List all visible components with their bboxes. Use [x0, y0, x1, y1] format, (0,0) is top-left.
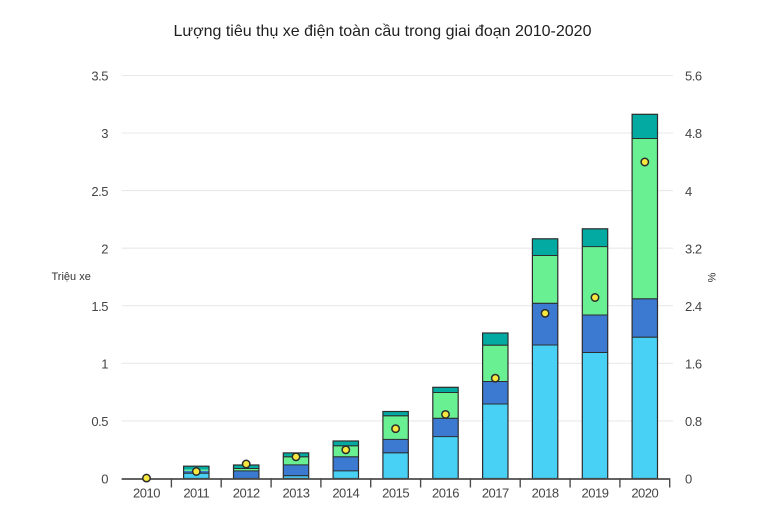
svg-text:2: 2: [101, 241, 108, 256]
svg-text:0.5: 0.5: [91, 414, 108, 429]
svg-text:2018: 2018: [532, 486, 559, 501]
svg-text:2015: 2015: [382, 486, 409, 501]
svg-text:5.6: 5.6: [685, 69, 702, 84]
svg-text:%: %: [707, 272, 719, 282]
svg-text:2013: 2013: [283, 486, 310, 501]
svg-text:0: 0: [101, 472, 108, 487]
svg-text:2020: 2020: [631, 486, 658, 501]
svg-text:1.5: 1.5: [91, 299, 108, 314]
svg-text:3: 3: [101, 126, 108, 141]
svg-text:3.5: 3.5: [91, 69, 108, 84]
svg-text:4: 4: [685, 184, 692, 199]
svg-text:1.6: 1.6: [685, 357, 702, 372]
svg-text:2010: 2010: [133, 486, 160, 501]
svg-text:2016: 2016: [432, 486, 459, 501]
svg-text:3.2: 3.2: [685, 241, 702, 256]
svg-text:2.5: 2.5: [91, 184, 108, 199]
svg-text:Lượng tiêu thụ xe điện toàn cầ: Lượng tiêu thụ xe điện toàn cầu trong gi…: [174, 23, 592, 40]
svg-text:2014: 2014: [332, 486, 359, 501]
svg-text:2019: 2019: [582, 486, 609, 501]
svg-text:0: 0: [685, 472, 692, 487]
svg-text:Triệu xe: Triệu xe: [52, 271, 91, 283]
svg-text:4.8: 4.8: [685, 126, 702, 141]
svg-text:1: 1: [101, 357, 108, 372]
svg-text:2012: 2012: [233, 486, 260, 501]
svg-text:2.4: 2.4: [685, 299, 702, 314]
svg-text:2017: 2017: [482, 486, 509, 501]
svg-text:2011: 2011: [183, 486, 209, 501]
svg-text:0.8: 0.8: [685, 414, 702, 429]
